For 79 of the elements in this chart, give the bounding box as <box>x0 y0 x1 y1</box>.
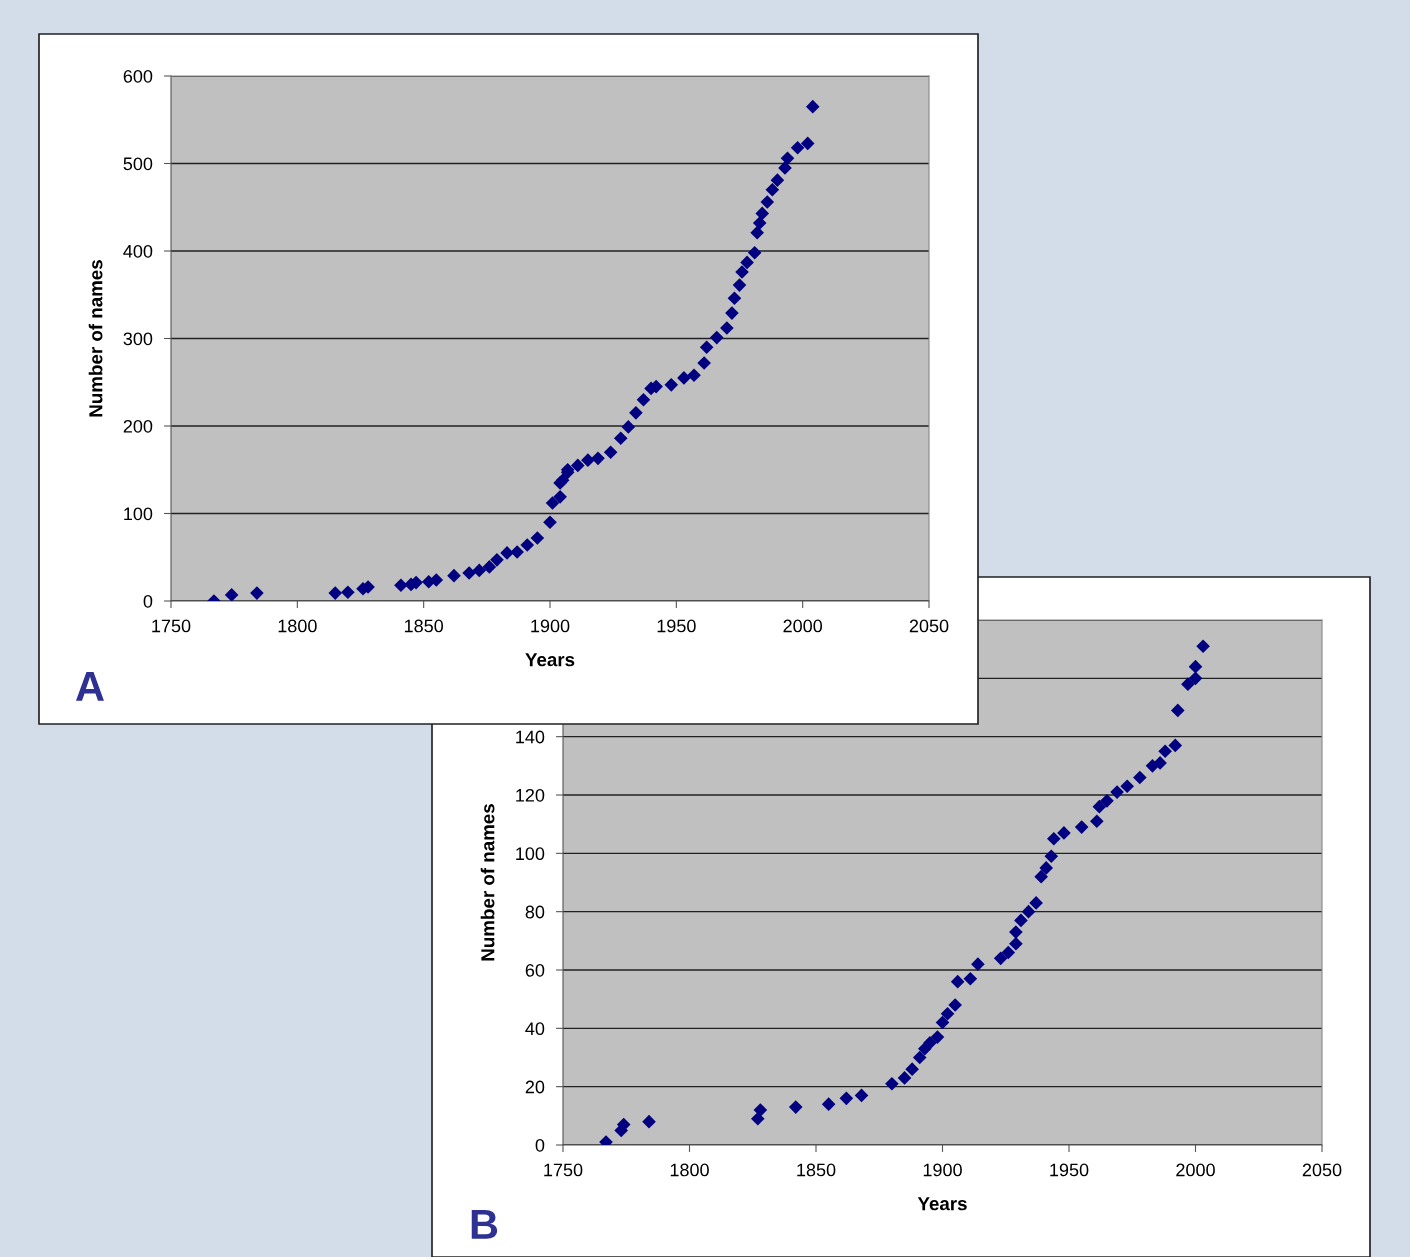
x-tick-label: 1800 <box>278 619 317 633</box>
text: A <box>75 672 104 701</box>
x-tick-label: 1750 <box>544 1163 583 1177</box>
point <box>821 1097 836 1111</box>
point <box>1158 744 1172 759</box>
point <box>1100 794 1114 808</box>
y-tick-label: 100 <box>516 847 545 861</box>
point <box>1001 945 1016 960</box>
point <box>948 998 962 1012</box>
point <box>1092 799 1107 814</box>
point <box>930 1030 945 1044</box>
point <box>1014 913 1028 928</box>
x-tick-label: 1750 <box>152 619 191 633</box>
point <box>1074 820 1089 834</box>
point <box>1181 677 1195 691</box>
point <box>912 1050 927 1065</box>
point <box>940 1006 955 1021</box>
y-tick-label: 200 <box>123 419 153 433</box>
point <box>1057 826 1071 840</box>
x-axis-title: Years <box>917 1197 967 1211</box>
y-tick-label: 20 <box>525 1080 545 1094</box>
point <box>1021 904 1036 919</box>
point <box>753 1103 768 1117</box>
x-tick-label: 2050 <box>909 619 949 633</box>
point <box>788 1100 803 1114</box>
point <box>963 971 978 986</box>
text: B <box>471 1210 498 1239</box>
x-tick-label: 2050 <box>1302 1163 1342 1177</box>
point <box>935 1015 950 1030</box>
x-tick-label: 1900 <box>923 1163 962 1177</box>
x-tick-label: 1950 <box>1050 1163 1089 1177</box>
point <box>1188 671 1203 686</box>
x-tick-label: 2000 <box>1176 1163 1215 1177</box>
y-axis-title: Number of names <box>480 804 495 961</box>
point <box>950 974 965 989</box>
point <box>1110 785 1124 799</box>
y-tick-label: 120 <box>516 788 545 802</box>
x-tick-label: 1900 <box>531 619 570 633</box>
y-tick-label: 300 <box>123 332 153 346</box>
x-axis-title: Years <box>525 653 575 667</box>
y-tick-label: 40 <box>525 1022 545 1036</box>
point <box>1170 703 1185 718</box>
point <box>923 1036 937 1050</box>
y-tick-label: 140 <box>516 730 545 744</box>
point <box>1168 738 1183 753</box>
point <box>1034 869 1048 884</box>
point <box>971 957 985 971</box>
point <box>854 1088 869 1103</box>
point <box>1039 861 1054 875</box>
y-tick-label: 500 <box>123 157 153 171</box>
point <box>1090 814 1104 829</box>
x-tick-label: 1850 <box>797 1163 836 1177</box>
y-tick-label: 400 <box>123 244 153 258</box>
y-axis-title: Number of names <box>88 260 103 417</box>
y-tick-label: 0 <box>143 594 153 608</box>
point <box>1047 831 1061 846</box>
y-tick-label: 0 <box>535 1138 545 1152</box>
point <box>1029 896 1043 910</box>
point <box>642 1114 656 1129</box>
point <box>1133 770 1147 785</box>
y-tick-label: 100 <box>124 507 153 521</box>
point <box>1120 779 1134 794</box>
point <box>897 1071 912 1085</box>
x-tick-label: 2000 <box>783 619 823 633</box>
point <box>905 1062 919 1076</box>
y-tick-label: 600 <box>123 69 153 83</box>
point <box>839 1091 854 1106</box>
point <box>1009 936 1023 951</box>
point <box>1196 639 1210 654</box>
point <box>885 1076 899 1091</box>
y-tick-label: 80 <box>525 905 545 919</box>
point <box>1153 756 1167 770</box>
x-tick-label: 1950 <box>657 619 696 633</box>
point <box>1044 849 1059 864</box>
point <box>1188 659 1203 674</box>
x-tick-label: 1800 <box>670 1163 709 1177</box>
x-tick-label: 1850 <box>404 619 444 633</box>
point <box>1009 925 1023 939</box>
y-tick-label: 60 <box>525 963 545 977</box>
